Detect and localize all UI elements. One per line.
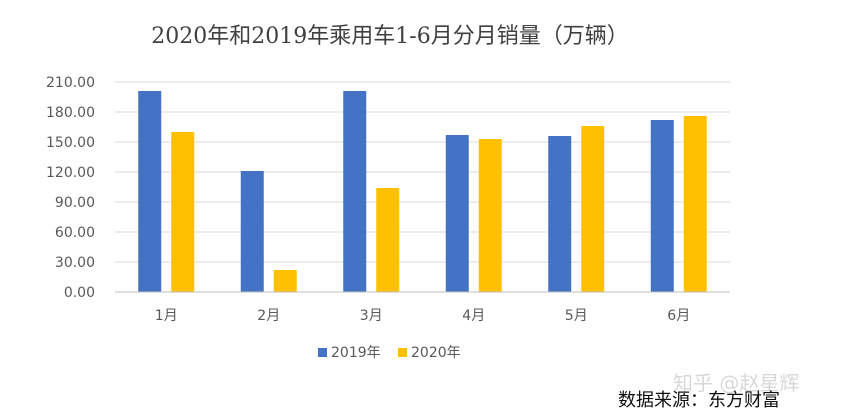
y-tick-label: 120.00	[46, 165, 95, 181]
bar-2019-4	[445, 135, 469, 292]
bar-2020-2	[273, 270, 297, 292]
bar-2019-2	[240, 171, 264, 292]
x-tick-label: 6月	[667, 308, 690, 324]
bar-2019-3	[343, 91, 367, 292]
x-tick-label: 3月	[360, 308, 383, 324]
legend-label-2020: 2020年	[411, 345, 461, 361]
bar-2020-3	[376, 188, 400, 292]
x-tick-label: 5月	[565, 308, 588, 324]
source-note: 数据来源：东方财富	[618, 390, 780, 411]
bar-2020-5	[581, 126, 605, 292]
y-tick-label: 90.00	[55, 195, 95, 211]
x-tick-label: 4月	[462, 308, 485, 324]
bar-2020-4	[478, 139, 502, 292]
watermark-text: 知乎 @赵星辉	[673, 371, 800, 395]
bar-2020-6	[683, 116, 707, 292]
y-tick-label: 210.00	[46, 75, 95, 91]
y-tick-label: 30.00	[55, 255, 95, 271]
y-axis-ticks: 0.00 30.00 60.00 90.00 120.00 150.00 180.00 210…	[46, 75, 95, 301]
x-tick-label: 1月	[155, 308, 178, 324]
bar-2020-1	[171, 132, 195, 292]
chart-title: 2020年和2019年乘用车1-6月分月销量（万辆）	[151, 24, 629, 49]
legend-label-2019: 2019年	[331, 345, 381, 361]
x-axis-ticks: 1月 2月 3月 4月 5月 6月	[155, 308, 690, 324]
legend-swatch-2020	[398, 348, 407, 357]
legend-swatch-2019	[318, 348, 327, 357]
x-tick-label: 2月	[257, 308, 280, 324]
y-tick-label: 0.00	[64, 285, 95, 301]
bars	[138, 91, 707, 292]
bar-2019-1	[138, 91, 162, 292]
y-tick-label: 150.00	[46, 135, 95, 151]
gridlines	[115, 81, 730, 263]
y-tick-label: 60.00	[55, 225, 95, 241]
bar-2019-6	[650, 120, 674, 292]
bar-2019-5	[548, 136, 572, 292]
legend: 2019年 2020年	[318, 345, 461, 361]
y-tick-label: 180.00	[46, 105, 95, 121]
